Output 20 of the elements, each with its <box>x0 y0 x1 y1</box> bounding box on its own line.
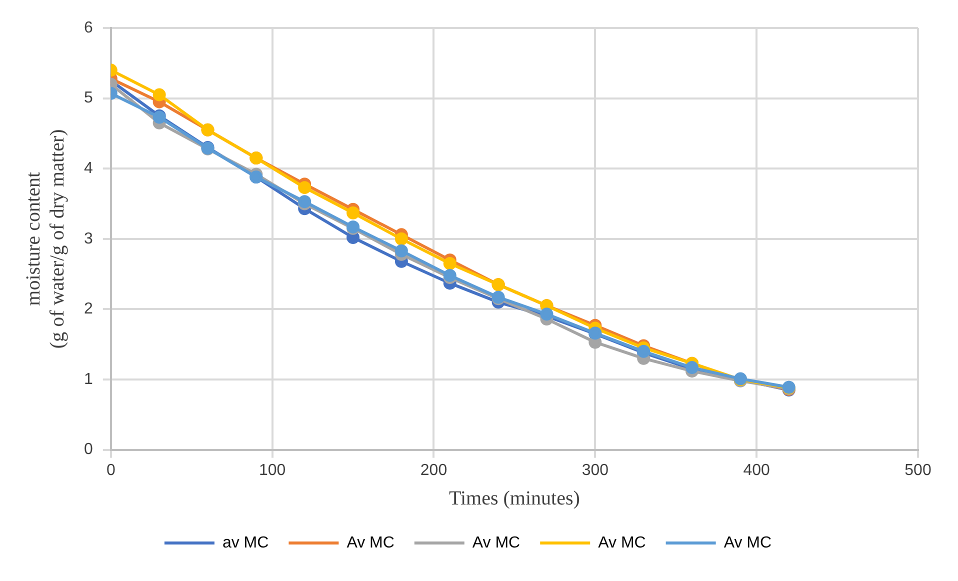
x-tick-label: 400 <box>743 462 770 479</box>
legend-label: Av MC <box>598 534 646 552</box>
legend-label: Av MC <box>472 534 520 552</box>
y-axis-title: moisture content (g of water/g of dry matter) <box>22 129 68 349</box>
y-tick-label: 0 <box>84 441 93 458</box>
legend-label: Av MC <box>724 534 772 552</box>
y-tick-label: 6 <box>84 19 93 36</box>
x-tick-label: 200 <box>420 462 448 479</box>
y-tick-label: 5 <box>84 90 93 107</box>
x-axis-title: Times (minutes) <box>448 487 580 510</box>
legend-label: Av MC <box>346 534 394 552</box>
x-tick-label: 500 <box>904 462 932 479</box>
y-tick-label: 3 <box>84 230 93 248</box>
y-tick-label: 2 <box>84 300 93 318</box>
x-tick-label: 0 <box>106 462 116 479</box>
x-tick-label: 100 <box>258 462 286 479</box>
x-tick-label: 300 <box>582 462 609 479</box>
y-tick-label: 1 <box>84 370 93 388</box>
y-tick-label: 4 <box>84 160 93 178</box>
legend-label: av MC <box>222 534 269 552</box>
